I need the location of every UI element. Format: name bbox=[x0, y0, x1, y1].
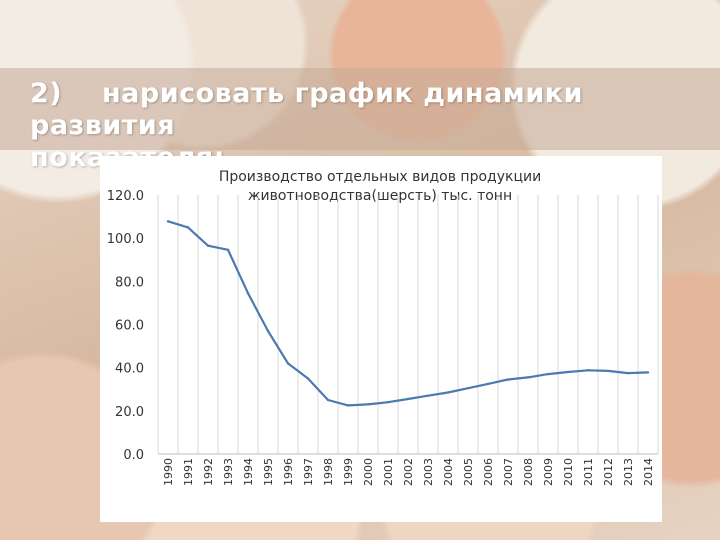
x-tick-label: 2003 bbox=[422, 458, 435, 486]
y-tick-label: 80.0 bbox=[115, 275, 144, 290]
x-tick-label: 2009 bbox=[542, 458, 555, 486]
x-tick-label: 2004 bbox=[442, 458, 455, 486]
x-tick-label: 2008 bbox=[522, 458, 535, 486]
y-axis: 0.0 20.0 40.0 60.0 80.0 100.0 120.0 bbox=[107, 189, 144, 463]
data-point bbox=[326, 398, 330, 402]
data-point bbox=[226, 248, 230, 252]
x-tick-label: 1994 bbox=[242, 458, 255, 486]
y-tick-label: 20.0 bbox=[115, 405, 144, 420]
x-tick-label: 1995 bbox=[262, 458, 275, 486]
x-tick-label: 1991 bbox=[182, 458, 195, 486]
y-tick-label: 60.0 bbox=[115, 319, 144, 334]
data-point bbox=[386, 401, 390, 404]
data-point bbox=[546, 372, 550, 376]
data-point bbox=[246, 292, 250, 295]
x-tick-label: 2007 bbox=[502, 458, 515, 486]
data-point bbox=[586, 369, 590, 372]
data-point bbox=[646, 371, 650, 374]
x-tick-label: 2000 bbox=[362, 458, 375, 486]
chart-series bbox=[166, 220, 650, 407]
y-tick-label: 100.0 bbox=[107, 232, 144, 247]
x-tick-label: 1996 bbox=[282, 458, 295, 486]
x-tick-label: 2005 bbox=[462, 458, 475, 486]
x-tick-label: 2011 bbox=[582, 458, 595, 486]
x-tick-label: 2012 bbox=[602, 458, 615, 486]
x-tick-label: 2010 bbox=[562, 458, 575, 486]
title-band bbox=[0, 68, 720, 150]
x-tick-label: 1990 bbox=[162, 458, 175, 486]
data-point bbox=[626, 371, 630, 375]
x-tick-label: 1993 bbox=[222, 458, 235, 486]
x-tick-label: 2013 bbox=[622, 458, 635, 486]
data-point bbox=[366, 403, 370, 406]
data-point bbox=[186, 226, 190, 229]
chart-panel bbox=[100, 156, 662, 522]
x-tick-label: 1999 bbox=[342, 458, 355, 486]
data-point bbox=[406, 397, 410, 401]
chart-title-line2: животноводства(шерсть) тыс. тонн bbox=[248, 188, 512, 204]
x-tick-label: 2006 bbox=[482, 458, 495, 486]
data-point bbox=[426, 394, 430, 397]
data-point bbox=[286, 362, 290, 365]
data-point bbox=[306, 377, 310, 380]
chart-grid bbox=[157, 195, 659, 455]
x-tick-label: 1992 bbox=[202, 458, 215, 486]
data-point bbox=[346, 404, 350, 407]
x-tick-label: 1997 bbox=[302, 458, 315, 486]
y-tick-label: 0.0 bbox=[123, 448, 144, 463]
x-tick-label: 2014 bbox=[642, 458, 655, 486]
data-point bbox=[526, 376, 530, 379]
slide-number: 2) bbox=[30, 78, 63, 109]
y-tick-label: 40.0 bbox=[115, 362, 144, 377]
data-point bbox=[606, 369, 610, 373]
data-point bbox=[166, 220, 170, 223]
data-point bbox=[486, 382, 490, 386]
x-axis: 1990 1991 1992 1993 1994 1995 1996 1997 1998 1999… bbox=[162, 458, 655, 486]
data-point bbox=[446, 391, 450, 394]
x-tick-label: 2002 bbox=[402, 458, 415, 486]
series-line bbox=[167, 220, 649, 407]
x-tick-label: 1998 bbox=[322, 458, 335, 486]
data-point bbox=[506, 378, 510, 381]
data-point bbox=[566, 370, 570, 374]
data-point bbox=[466, 386, 470, 390]
chart-title-line1: Производство отдельных видов продукции bbox=[219, 169, 541, 185]
data-point bbox=[206, 244, 210, 247]
data-point bbox=[266, 329, 270, 333]
slide-heading-line1: нарисовать график динамики развития bbox=[30, 78, 584, 141]
x-tick-label: 2001 bbox=[382, 458, 395, 486]
y-tick-label: 120.0 bbox=[107, 189, 144, 204]
